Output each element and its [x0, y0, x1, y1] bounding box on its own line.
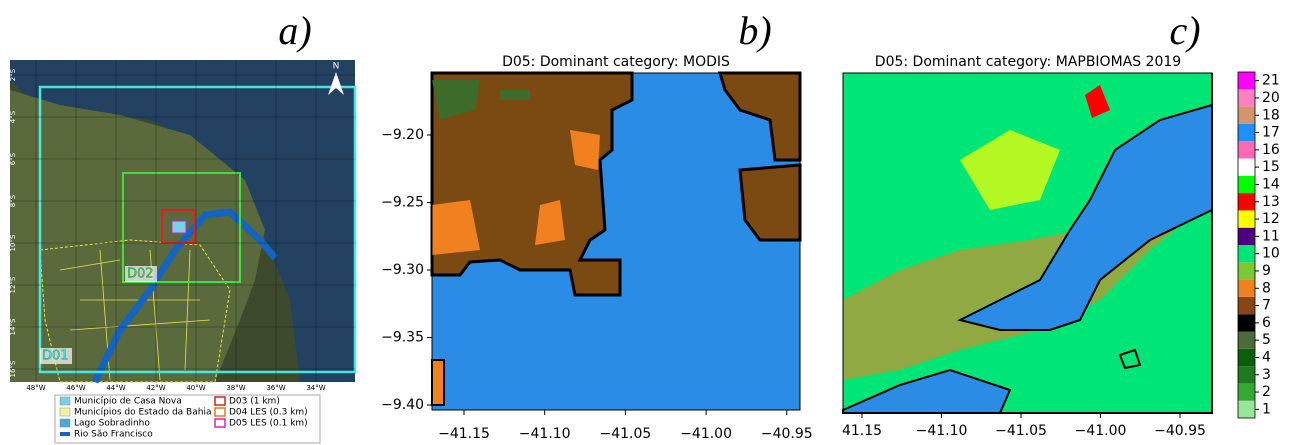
y-tick-label: −9.30: [381, 262, 424, 278]
lat-label: 10°S: [9, 234, 17, 251]
x-tick-label: −41.10: [916, 423, 968, 439]
legend-label: Municípios do Estado da Bahia: [74, 408, 211, 418]
panel-title: D05: Dominant category: MAPBIOMAS 2019: [875, 54, 1181, 70]
legend-swatch: [60, 432, 70, 436]
colorbar-segment: [1238, 141, 1255, 158]
colorbar-label: 18: [1262, 107, 1280, 123]
colorbar-segment: [1238, 107, 1255, 124]
lon-label: 36°W: [266, 384, 285, 392]
legend-label: D03 (1 km): [229, 397, 280, 407]
colorbar-label: 13: [1262, 194, 1280, 210]
lon-label: 34°W: [306, 384, 325, 392]
x-tick-label: −41.15: [438, 426, 490, 442]
lat-label: 14°S: [9, 318, 17, 335]
modis-map: [432, 73, 800, 410]
colorbar-label: 6: [1262, 315, 1271, 331]
colorbar-label: 21: [1262, 73, 1280, 89]
colorbar-label: 1: [1262, 401, 1271, 417]
colorbar-segment: [1238, 366, 1255, 383]
panel-label: c): [1169, 8, 1200, 53]
mapbiomas-map: [843, 73, 1212, 413]
colorbar-label: 16: [1262, 142, 1280, 158]
legend-label: Rio São Francisco: [74, 430, 153, 440]
colorbar-label: 11: [1262, 228, 1280, 244]
lon-label: 46°W: [66, 384, 85, 392]
lon-label: 48°W: [26, 384, 45, 392]
colorbar-segment: [1238, 89, 1255, 106]
north-label: N: [333, 62, 340, 72]
colorbar-label: 3: [1262, 367, 1271, 383]
panel-label: b): [738, 8, 771, 53]
colorbar-label: 17: [1262, 125, 1280, 141]
lat-label: 12°S: [9, 276, 17, 293]
colorbar-label: 5: [1262, 332, 1271, 348]
colorbar-label: 8: [1262, 280, 1271, 296]
colorbar-label: 2: [1262, 384, 1271, 400]
panel-label: a): [278, 8, 311, 53]
x-tick-label: −40.95: [761, 426, 813, 442]
x-tick-label: −41.05: [599, 426, 651, 442]
panel-title: D05: Dominant category: MODIS: [502, 54, 730, 70]
colorbar-segment: [1238, 176, 1255, 193]
colorbar-segment: [1238, 280, 1255, 297]
legend-swatch: [60, 408, 70, 416]
lat-label: 2°S: [9, 68, 17, 81]
colorbar-segment: [1238, 401, 1255, 418]
domain-label: D01: [42, 349, 69, 364]
colorbar-label: 12: [1262, 211, 1280, 227]
colorbar-segment: [1238, 193, 1255, 210]
land-sw: [432, 360, 444, 405]
x-tick-label: −41.00: [680, 426, 732, 442]
colorbar-label: 7: [1262, 298, 1271, 314]
legend-swatch: [60, 397, 70, 405]
lat-label: 16°S: [9, 360, 17, 377]
colorbar-segment: [1238, 72, 1255, 89]
lon-label: 38°W: [226, 384, 245, 392]
x-tick-label: −41.10: [519, 426, 571, 442]
colorbar-segment: [1238, 332, 1255, 349]
domain-d05: [172, 221, 186, 233]
lat-label: 4°S: [9, 110, 17, 123]
colorbar-segment: [1238, 383, 1255, 400]
legend-label: Lago Sobradinho: [74, 419, 150, 429]
colorbar-segment: [1238, 159, 1255, 176]
colorbar-label: 4: [1262, 349, 1271, 365]
legend-label: D05 LES (0.1 km): [229, 419, 308, 429]
domain-label: D02: [127, 267, 154, 282]
x-tick-label: 41.15: [842, 423, 882, 439]
lon-label: 44°W: [106, 384, 125, 392]
x-tick-label: −40.95: [1154, 423, 1206, 439]
colorbar-segment: [1238, 228, 1255, 245]
colorbar-segment: [1238, 245, 1255, 262]
colorbar-segment: [1238, 314, 1255, 331]
lon-label: 42°W: [146, 384, 165, 392]
colorbar-label: 14: [1262, 176, 1280, 192]
colorbar-segment: [1238, 297, 1255, 314]
legend-label: Município de Casa Nova: [74, 397, 182, 407]
colorbar-label: 15: [1262, 159, 1280, 175]
colorbar-segment: [1238, 349, 1255, 366]
x-tick-label: −41.00: [1075, 423, 1127, 439]
lon-label: 40°W: [186, 384, 205, 392]
colorbar-segment: [1238, 262, 1255, 279]
legend-swatch: [60, 419, 70, 427]
y-tick-label: −9.35: [381, 330, 424, 346]
colorbar-segment: [1238, 124, 1255, 141]
lat-label: 8°S: [9, 194, 17, 207]
y-tick-label: −9.40: [381, 397, 424, 413]
x-tick-label: −41.05: [995, 423, 1047, 439]
y-tick-label: −9.25: [381, 195, 424, 211]
overview-map: N: [10, 60, 355, 382]
colorbar-label: 10: [1262, 246, 1280, 262]
colorbar-label: 20: [1262, 90, 1280, 106]
y-tick-label: −9.20: [381, 127, 424, 143]
figure: N a) 2°S 4°S 6°S 8°S 10°S 12°S 14°S 16°S 48°W 46°W…: [0, 0, 1289, 445]
colorbar-segment: [1238, 210, 1255, 227]
lat-label: 6°S: [9, 152, 17, 165]
legend-label: D04 LES (0.3 km): [229, 408, 308, 418]
colorbar-label: 9: [1262, 263, 1271, 279]
